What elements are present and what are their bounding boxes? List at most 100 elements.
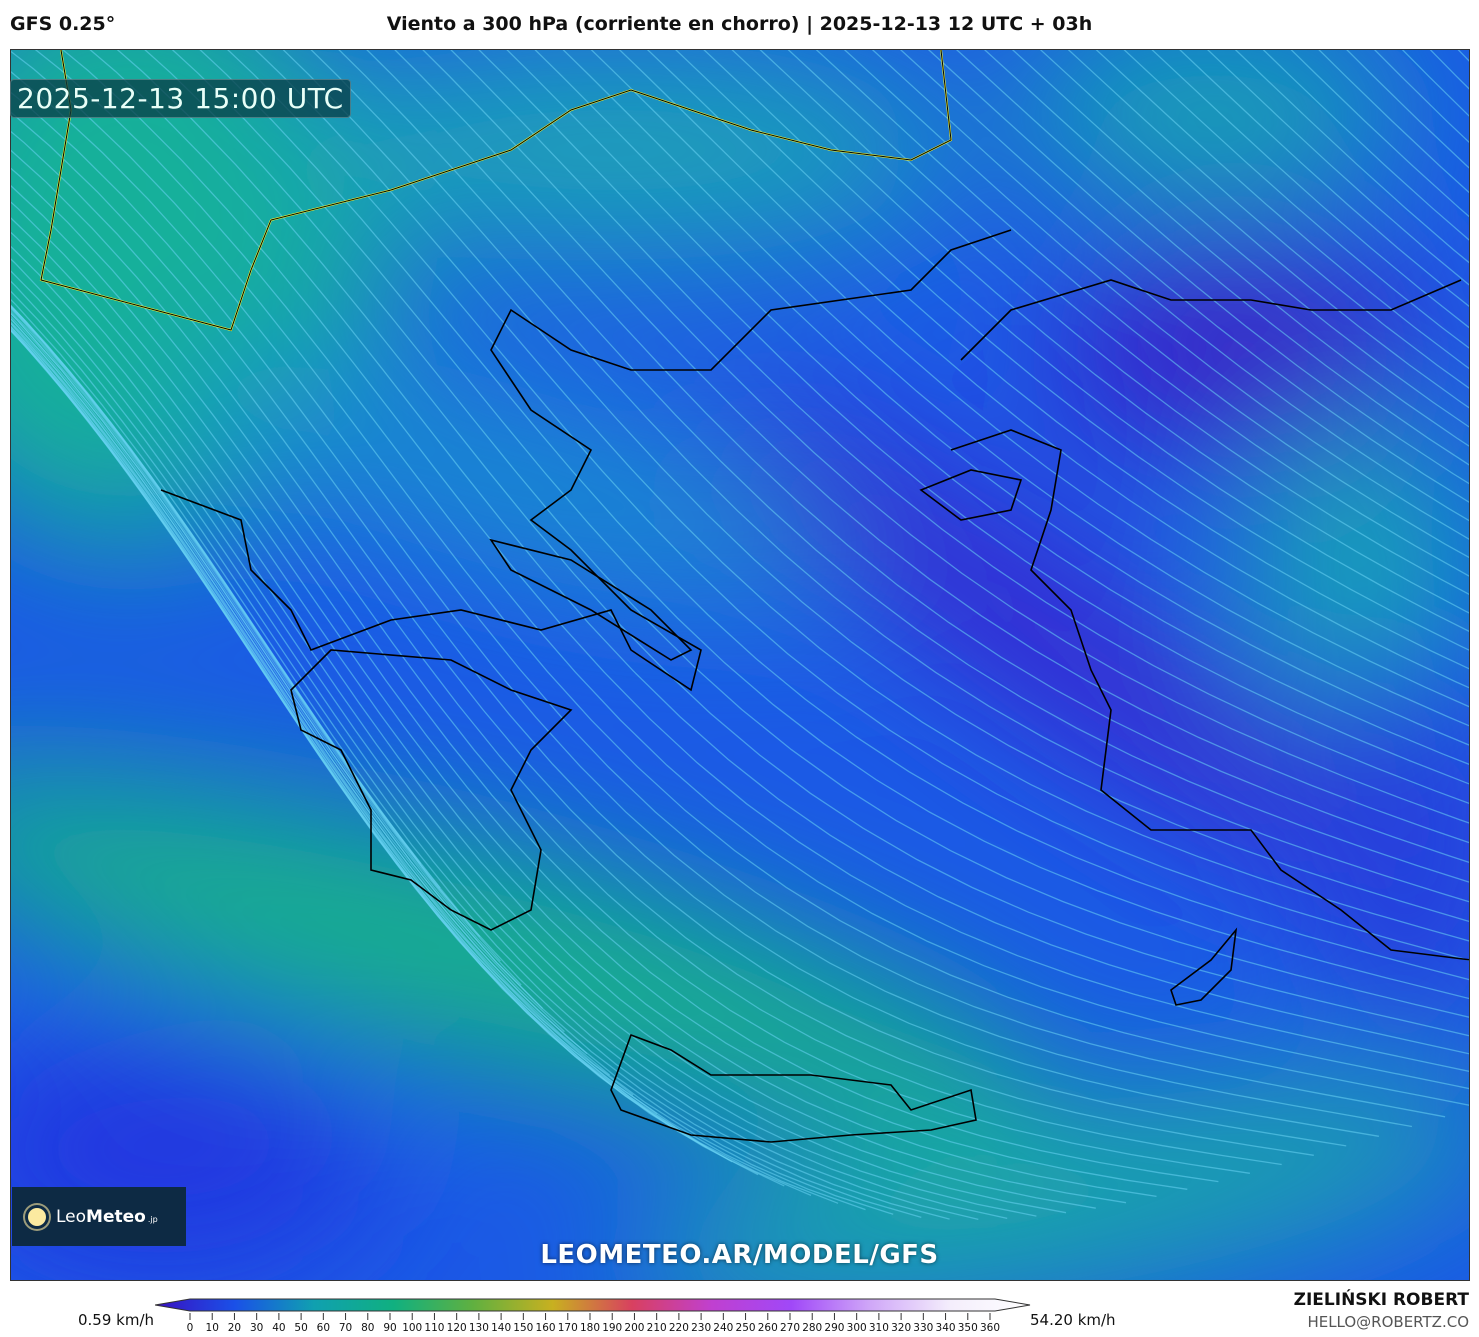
colorbar-tick-label: 310 xyxy=(868,1322,889,1334)
wind-field xyxy=(11,50,1469,1280)
streamline xyxy=(983,50,1469,447)
streamline xyxy=(11,231,1157,1198)
streamline xyxy=(338,50,1469,883)
streamline xyxy=(1095,50,1469,370)
author-name: ZIELIŃSKI ROBERT xyxy=(1293,1290,1469,1310)
colorbar-tickmarks xyxy=(189,1313,991,1320)
streamline xyxy=(11,185,1250,1174)
colorbar-tick-label: 90 xyxy=(383,1322,397,1334)
streamline xyxy=(116,50,1469,1037)
streamline xyxy=(899,50,1469,503)
colorbar-tick-label: 50 xyxy=(294,1322,308,1334)
colorbar-tick-label: 160 xyxy=(535,1322,556,1334)
streamline xyxy=(1123,50,1469,349)
streamline xyxy=(144,50,1469,1018)
streamline xyxy=(11,258,1096,1209)
streamline xyxy=(703,50,1469,633)
colorbar-tick-label: 40 xyxy=(272,1322,286,1334)
coastline-crete xyxy=(610,1033,977,1143)
streamline xyxy=(11,310,522,986)
streamline xyxy=(11,245,1127,1204)
streamline xyxy=(618,50,1469,689)
colorbar-tick-label: 80 xyxy=(361,1322,375,1334)
model-label: GFS 0.25° xyxy=(10,13,116,35)
streamline xyxy=(590,50,1469,708)
streamline xyxy=(199,50,1469,981)
streamline xyxy=(11,315,565,1033)
streamline xyxy=(227,50,1469,961)
author-email: HELLO@ROBERTZ.CO xyxy=(1307,1313,1469,1331)
streamline xyxy=(11,50,1469,1106)
streamline xyxy=(11,305,461,913)
streamline xyxy=(11,329,785,1187)
coastline-greece-mainland xyxy=(160,229,1012,692)
streamline xyxy=(1179,50,1469,307)
streamline xyxy=(11,149,1314,1156)
colorbar-tick-label: 10 xyxy=(205,1322,219,1334)
colorbar-tick-label: 150 xyxy=(513,1322,534,1334)
streamline xyxy=(11,308,501,962)
wind-speed-shading xyxy=(11,50,1469,1280)
streamline xyxy=(11,111,1380,1137)
streamline xyxy=(11,306,950,1220)
streamline xyxy=(11,323,634,1096)
streamline xyxy=(1207,50,1469,286)
coastline-peloponnese xyxy=(290,649,573,931)
leometeo-logo[interactable]: Leo Meteo .jp xyxy=(12,1187,186,1246)
map-title: Viento a 300 hPa (corriente en chorro) |… xyxy=(386,13,1093,35)
streamline xyxy=(422,50,1469,824)
colorbar-tick-label: 250 xyxy=(735,1322,756,1334)
streamline xyxy=(11,167,1282,1166)
streamline xyxy=(1039,50,1469,409)
watermark-url: LEOMETEO.AR/MODEL/GFS xyxy=(540,1240,939,1270)
coastline-turkey-north xyxy=(960,279,1462,361)
colorbar-tick-label: 210 xyxy=(646,1322,667,1334)
logo-text-light: Leo xyxy=(56,1206,87,1227)
streamline xyxy=(843,50,1469,540)
logo-suffix: .jp xyxy=(147,1215,158,1224)
streamline xyxy=(366,50,1469,864)
coastline-lesbos xyxy=(919,469,1023,521)
streamline xyxy=(956,50,1469,466)
colorbar xyxy=(155,1298,1031,1320)
sun-icon xyxy=(28,1207,46,1226)
wind-map[interactable] xyxy=(10,49,1470,1281)
colorbar-tick-label: 170 xyxy=(557,1322,578,1334)
streamline xyxy=(11,71,1446,1118)
colorbar-tick-label: 280 xyxy=(802,1322,823,1334)
streamline xyxy=(1011,50,1469,428)
colorbar-tick-label: 130 xyxy=(468,1322,489,1334)
streamline xyxy=(562,50,1469,727)
colorbar-tick-label: 270 xyxy=(779,1322,801,1334)
streamline xyxy=(11,217,1188,1190)
logo-text-bold: Meteo xyxy=(86,1206,146,1227)
streamline xyxy=(787,50,1469,577)
streamline xyxy=(310,50,1469,903)
streamline xyxy=(11,91,1413,1128)
streamline xyxy=(11,321,611,1076)
streamline xyxy=(506,50,1469,765)
colorbar-tick-label: 180 xyxy=(579,1322,601,1334)
coastlines xyxy=(160,229,1469,1143)
colorbar-tick-label: 60 xyxy=(316,1322,331,1334)
streamline xyxy=(1234,50,1469,264)
streamline xyxy=(254,50,1469,942)
colorbar-gradient xyxy=(155,1298,1031,1312)
streamline xyxy=(1067,50,1469,389)
coastline-rhodes xyxy=(1170,927,1238,1006)
colorbar-tick-label: 200 xyxy=(624,1322,645,1334)
colorbar-tick-label: 120 xyxy=(446,1322,467,1334)
streamline xyxy=(871,50,1469,522)
coastline-euboea xyxy=(489,538,693,661)
streamline xyxy=(478,50,1469,785)
country-border xyxy=(40,50,952,331)
streamline xyxy=(171,50,1469,1000)
colorbar-tick-label: 330 xyxy=(913,1322,934,1334)
streamline xyxy=(11,298,979,1221)
coastline-turkey xyxy=(950,429,1469,961)
colorbar-tick-label: 290 xyxy=(824,1322,845,1334)
streamline xyxy=(11,318,894,1215)
streamline xyxy=(11,328,812,1196)
streamline xyxy=(927,50,1469,485)
streamline xyxy=(11,290,1008,1220)
